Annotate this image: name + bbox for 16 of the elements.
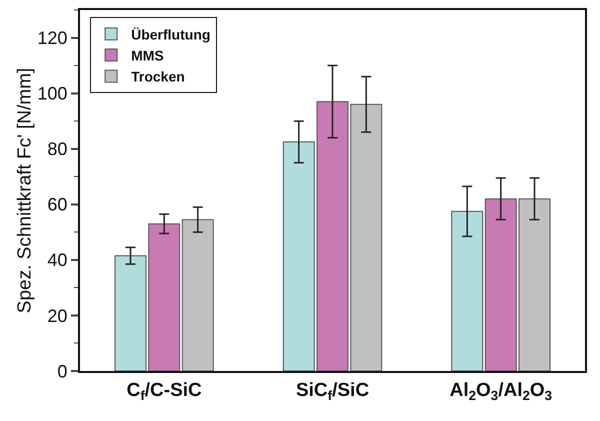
x-tick-label: C$_{f}$/C-SiC <box>126 380 202 403</box>
legend-label: MMS <box>131 47 164 64</box>
y-tick-label: 40 <box>47 250 68 270</box>
x-tick-label: Al$_{2}$O$_{3}$/Al$_{2}$O$_{3}$ <box>450 380 552 403</box>
y-tick-label: 60 <box>47 194 68 215</box>
bar <box>182 219 214 371</box>
y-tick-label: 80 <box>47 139 68 160</box>
y-tick-label: 20 <box>47 306 68 326</box>
legend-label: Überflutung <box>131 26 210 42</box>
y-tick-label: 120 <box>37 28 68 48</box>
bar <box>451 210 484 371</box>
x-tick-label: SiC$_{f}$/SiC <box>296 380 370 403</box>
y-tick-label: 0 <box>57 361 68 382</box>
y-tick-label: 100 <box>37 84 68 104</box>
y-axis-title: Spez. Schnittkraft Fc' [N/mm] <box>14 68 36 314</box>
legend-label: Trocken <box>131 68 185 85</box>
